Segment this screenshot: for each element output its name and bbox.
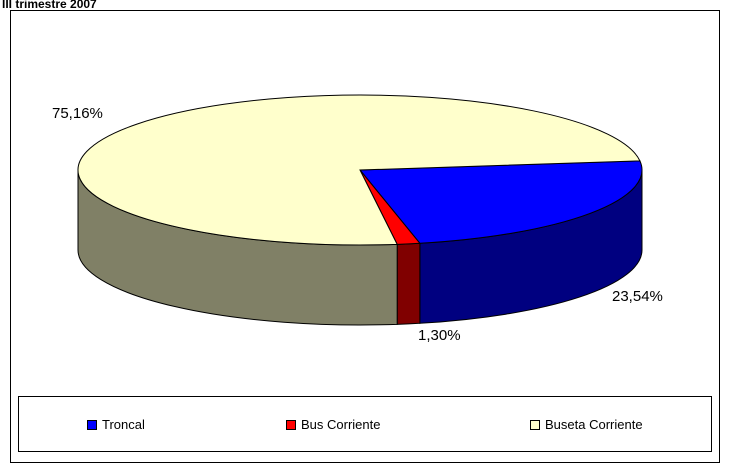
legend: Troncal Bus Corriente Buseta Corriente (18, 396, 712, 452)
data-label-bus-corriente: 1,30% (418, 327, 461, 344)
data-label-buseta-corriente: 75,16% (52, 105, 103, 122)
legend-item-troncal: Troncal (87, 417, 145, 432)
legend-swatch-troncal (87, 419, 97, 430)
pie-side-bus-corriente (396, 242, 421, 325)
pie-sides (77, 169, 643, 326)
legend-swatch-bus-corriente (286, 419, 296, 430)
legend-swatch-buseta-corriente (530, 419, 540, 430)
pie-tops (77, 94, 643, 246)
legend-label-troncal: Troncal (102, 417, 145, 432)
data-label-troncal: 23,54% (612, 288, 663, 305)
chart-title: III trimestre 2007 (2, 0, 97, 11)
legend-item-bus-corriente: Bus Corriente (286, 417, 380, 432)
pie-slice-buseta-corriente (77, 94, 641, 246)
legend-label-buseta-corriente: Buseta Corriente (545, 417, 643, 432)
legend-item-buseta-corriente: Buseta Corriente (530, 417, 643, 432)
pie-slice-troncal (358, 160, 643, 244)
legend-label-bus-corriente: Bus Corriente (301, 417, 381, 432)
